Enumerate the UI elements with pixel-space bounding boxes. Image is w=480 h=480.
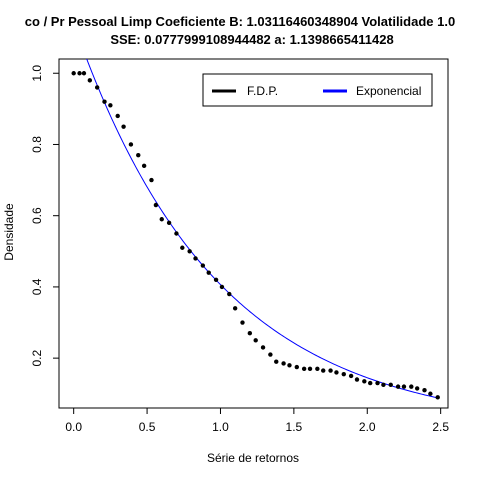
chart-title-line1: co / Pr Pessoal Limp Coeficiente B: 1.03…: [25, 14, 455, 29]
fdp-point: [401, 384, 407, 389]
y-axis-label: Densidade: [2, 203, 16, 261]
fdp-point: [193, 256, 198, 261]
legend-box: [202, 73, 433, 107]
fdp-point: [395, 384, 401, 389]
fdp-point: [268, 352, 273, 357]
fdp-point: [180, 245, 185, 250]
y-tick-label: 0.2: [30, 349, 44, 366]
y-axis: 0.2 0.4 0.6 0.8 1.0: [30, 65, 59, 366]
legend: F.D.P. Exponencial: [202, 73, 433, 107]
fdp-point: [232, 306, 238, 311]
chart-title-line2: SSE: 0.0777999108944482 a: 1.13986654114…: [110, 32, 393, 47]
fdp-point: [213, 277, 219, 282]
y-tick-label: 0.6: [30, 207, 44, 224]
fdp-point: [71, 71, 76, 76]
x-axis-label: Série de retornos: [207, 451, 299, 465]
fdp-point: [81, 71, 87, 76]
fdp-point: [381, 382, 386, 388]
x-tick-label: 2.0: [359, 420, 376, 434]
legend-fdp-label: F.D.P.: [247, 84, 278, 98]
fdp-point: [334, 370, 339, 375]
fdp-point: [159, 217, 164, 222]
x-tick-label: 1.0: [212, 420, 229, 434]
y-tick-label: 1.0: [30, 65, 44, 82]
x-tick-label: 2.5: [432, 420, 449, 434]
fdp-point: [341, 371, 346, 377]
fdp-point: [315, 366, 320, 372]
fdp-point: [219, 284, 225, 290]
fdp-point: [141, 163, 147, 169]
fdp-point: [153, 202, 159, 208]
fdp-point: [121, 124, 126, 129]
fdp-point: [200, 263, 206, 268]
fdp-point: [128, 142, 134, 147]
y-tick-label: 0.4: [30, 278, 44, 295]
fdp-point: [348, 373, 354, 379]
fdp-point: [166, 220, 172, 226]
fdp-point: [240, 320, 245, 325]
fdp-point: [435, 395, 440, 400]
fdp-point: [321, 368, 326, 373]
fdp-point: [149, 177, 154, 183]
x-tick-label: 0.0: [65, 420, 82, 434]
y-tick-label: 0.8: [30, 136, 44, 153]
fdp-point: [274, 359, 279, 364]
fdp-point: [77, 71, 82, 76]
fdp-point: [354, 377, 360, 382]
fdp-point: [108, 103, 113, 108]
plot-frame: [58, 58, 449, 409]
fdp-point: [187, 249, 192, 254]
fdp-point: [136, 152, 141, 158]
fdp-point: [253, 338, 258, 343]
fdp-point: [414, 386, 420, 391]
fdp-point: [409, 384, 414, 389]
fdp-point: [368, 380, 373, 386]
legend-exponencial-label: Exponencial: [356, 84, 421, 98]
fdp-point: [362, 379, 367, 384]
fdp-point: [287, 363, 292, 368]
fdp-point: [307, 366, 313, 372]
x-tick-label: 0.5: [139, 420, 156, 434]
fdp-point: [260, 345, 266, 350]
fdp-point: [422, 387, 427, 393]
fdp-point: [328, 368, 333, 373]
fdp-point: [428, 391, 433, 396]
x-axis: 0.0 0.5 1.0 1.5 2.0 2.5: [65, 408, 449, 434]
fdp-point: [102, 99, 107, 104]
fdp-point: [301, 366, 307, 372]
fdp-point: [375, 380, 380, 386]
series-fdp-points: [71, 71, 440, 400]
fdp-point: [281, 361, 286, 366]
fdp-point: [294, 364, 300, 370]
fdp-point: [174, 231, 179, 236]
fdp-point: [206, 270, 211, 275]
fdp-point: [247, 331, 253, 336]
x-tick-label: 1.5: [286, 420, 303, 434]
fdp-point: [94, 85, 100, 90]
fdp-point: [388, 382, 393, 388]
fdp-point: [115, 113, 120, 119]
fdp-point: [87, 78, 93, 83]
fdp-point: [227, 291, 232, 297]
